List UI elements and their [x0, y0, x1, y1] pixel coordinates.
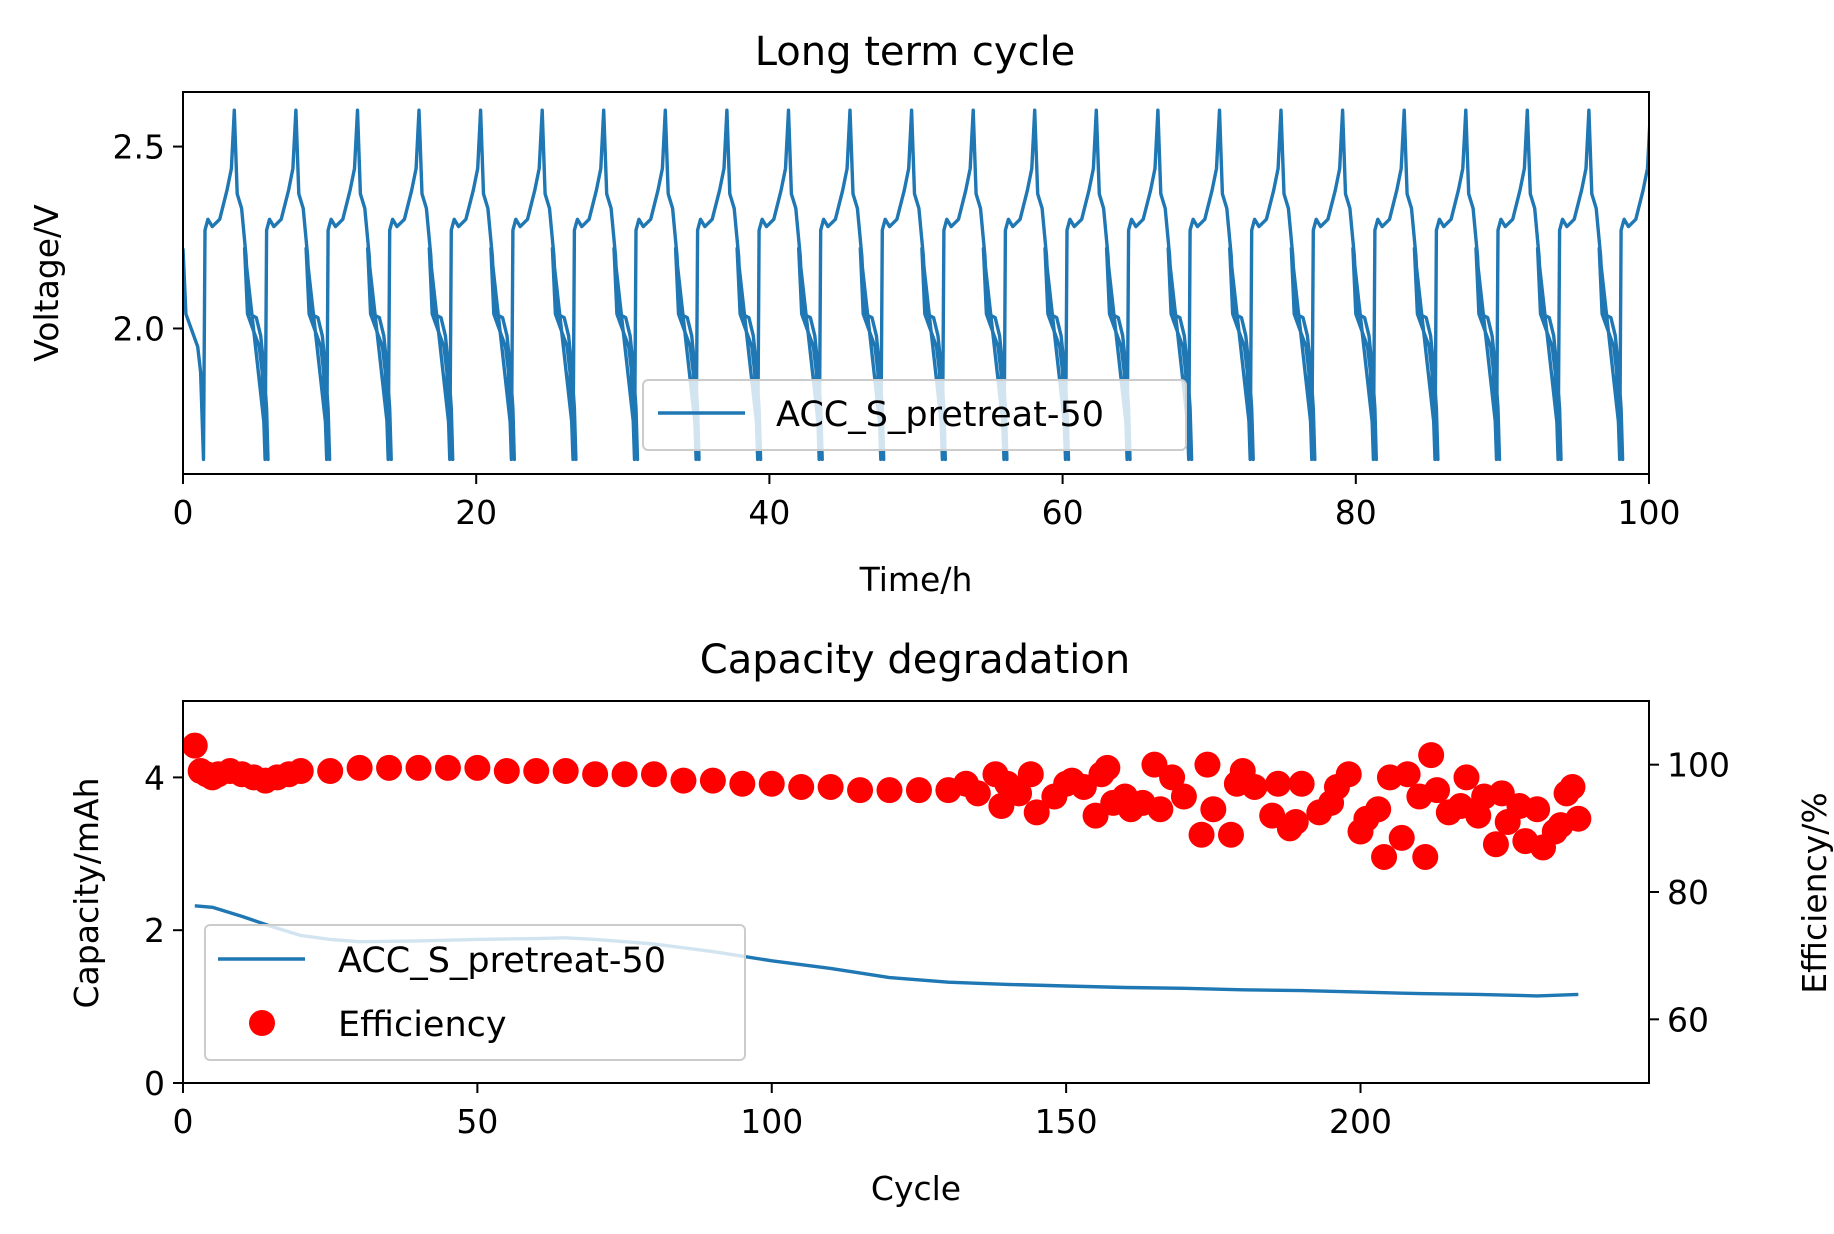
efficiency-point — [964, 780, 991, 807]
efficiency-point — [876, 777, 903, 804]
voltage-legend-label: ACC_S_pretreat-50 — [776, 395, 1104, 435]
efficiency-point — [699, 767, 726, 794]
efficiency-point — [1335, 761, 1362, 788]
efficiency-ytick-label: 80 — [1667, 873, 1709, 912]
efficiency-ytick-label: 60 — [1667, 1000, 1709, 1039]
voltage-xtick-label: 80 — [1335, 493, 1377, 532]
efficiency-point — [376, 754, 403, 781]
efficiency-point — [1453, 764, 1480, 791]
voltage-axes-frame — [182, 91, 1650, 475]
efficiency-point — [1418, 742, 1445, 769]
capacity-ylabel: Capacity/mAh — [67, 778, 106, 1009]
voltage-xtick-label: 60 — [1042, 493, 1084, 532]
efficiency-point — [1394, 761, 1421, 788]
efficiency-point — [1194, 751, 1221, 778]
efficiency-point — [1159, 764, 1186, 791]
efficiency-point — [1412, 843, 1439, 870]
capacity-panel: Capacity degradation 0 50 100 150 200 0 2 4 60… — [67, 637, 1834, 1208]
voltage-xtick-label: 0 — [173, 493, 194, 532]
efficiency-point — [1388, 824, 1415, 851]
capacity-xtick-label: 150 — [1035, 1102, 1098, 1141]
capacity-ytick-label: 4 — [144, 758, 165, 797]
efficiency-point — [1023, 799, 1050, 826]
efficiency-point — [1482, 831, 1509, 858]
efficiency-legend-marker — [249, 1010, 275, 1036]
efficiency-point — [729, 770, 756, 797]
efficiency-point — [1282, 808, 1309, 835]
voltage-ytick-label: 2.0 — [113, 309, 165, 348]
efficiency-point — [1200, 796, 1227, 823]
capacity-legend: ACC_S_pretreat-50 Efficiency — [204, 924, 746, 1061]
efficiency-point — [1006, 780, 1033, 807]
efficiency-point — [493, 758, 520, 785]
efficiency-point — [611, 761, 638, 788]
efficiency-point — [1371, 843, 1398, 870]
efficiency-point — [1241, 773, 1268, 800]
efficiency-point — [317, 758, 344, 785]
efficiency-point — [1559, 773, 1586, 800]
capacity-xtick-label: 0 — [173, 1102, 194, 1141]
efficiency-point — [905, 777, 932, 804]
voltage-legend: ACC_S_pretreat-50 — [642, 379, 1187, 451]
efficiency-point — [1524, 796, 1551, 823]
efficiency-point — [1365, 796, 1392, 823]
efficiency-point — [405, 754, 432, 781]
efficiency-point — [1565, 805, 1592, 832]
capacity-ytick-label: 2 — [144, 911, 165, 950]
efficiency-point — [434, 754, 461, 781]
voltage-xtick-label: 20 — [455, 493, 497, 532]
voltage-xtick-label: 40 — [748, 493, 790, 532]
voltage-xtick-label: 100 — [1618, 493, 1681, 532]
efficiency-point — [1017, 761, 1044, 788]
efficiency-point — [670, 767, 697, 794]
voltage-series-line — [183, 108, 1649, 462]
capacity-title: Capacity degradation — [700, 637, 1130, 683]
voltage-title: Long term cycle — [755, 29, 1076, 75]
efficiency-point — [1424, 777, 1451, 804]
voltage-ylabel: Voltage/V — [27, 204, 66, 362]
efficiency-point — [817, 773, 844, 800]
capacity-xtick-label: 100 — [740, 1102, 803, 1141]
efficiency-point — [552, 758, 579, 785]
efficiency-ytick-label: 100 — [1667, 746, 1730, 785]
efficiency-point — [641, 761, 668, 788]
efficiency-point — [1147, 796, 1174, 823]
efficiency-point — [464, 754, 491, 781]
efficiency-point — [1188, 821, 1215, 848]
efficiency-legend-label: Efficiency — [338, 1005, 507, 1045]
efficiency-point — [1170, 783, 1197, 810]
efficiency-point — [758, 770, 785, 797]
capacity-xtick-label: 50 — [456, 1102, 498, 1141]
capacity-legend-label: ACC_S_pretreat-50 — [338, 941, 666, 981]
capacity-xlabel: Cycle — [871, 1169, 961, 1208]
efficiency-point — [183, 732, 208, 759]
voltage-ytick-label: 2.5 — [113, 128, 165, 167]
efficiency-point — [346, 754, 373, 781]
efficiency-point — [523, 758, 550, 785]
efficiency-point — [287, 758, 314, 785]
efficiency-point — [788, 773, 815, 800]
voltage-xlabel: Time/h — [859, 560, 973, 599]
efficiency-point — [1217, 821, 1244, 848]
efficiency-point — [1094, 754, 1121, 781]
efficiency-ylabel: Efficiency/% — [1795, 792, 1834, 993]
efficiency-point — [1265, 770, 1292, 797]
efficiency-point — [1288, 770, 1315, 797]
efficiency-point — [847, 777, 874, 804]
efficiency-point — [582, 761, 609, 788]
capacity-xtick-label: 200 — [1329, 1102, 1392, 1141]
capacity-ytick-label: 0 — [144, 1064, 165, 1103]
voltage-panel: Long term cycle 0 20 40 60 80 100 2.0 2.5 Time… — [27, 29, 1681, 599]
